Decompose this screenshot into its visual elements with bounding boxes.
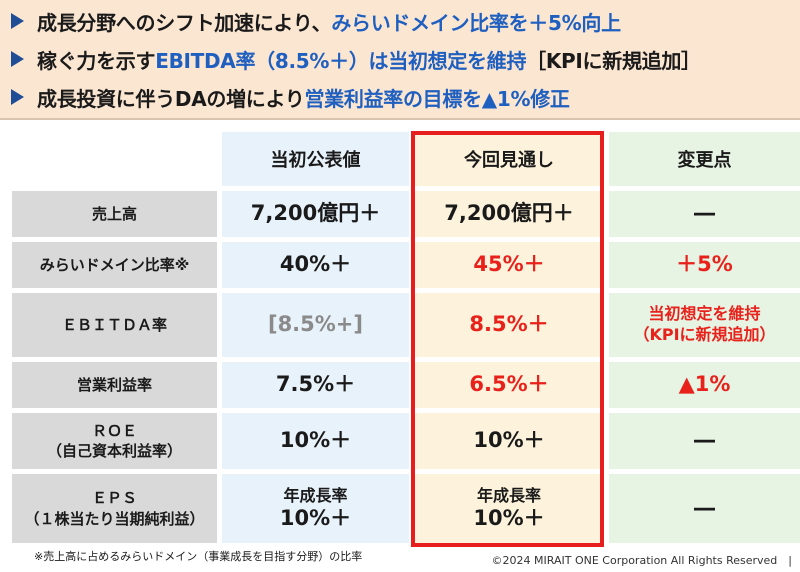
header-initial: 当初公表値 — [222, 132, 409, 186]
cell-change-roe: ― — [609, 413, 800, 469]
footnote: ※売上高に占めるみらいドメイン（事業成長を目指す分野）の比率 — [34, 550, 363, 563]
triangle-bullet-icon — [11, 51, 24, 67]
header-change: 変更点 — [609, 132, 800, 186]
cell-initial-ebitda: [8.5%+] — [222, 293, 409, 357]
triangle-bullet-icon — [11, 13, 24, 29]
cell-forecast-eps: 年成長率 10%＋ — [414, 474, 604, 543]
cell-initial-mirai-domain: 40%＋ — [222, 242, 409, 288]
cell-forecast-roe: 10%＋ — [414, 413, 604, 469]
copyright: ©2024 MIRAIT ONE Corporation All Rights … — [491, 554, 792, 567]
cell-change-ebitda: 当初想定を維持 （KPIに新規追加） — [609, 293, 800, 357]
row-label-roe: ＲＯＥ （自己資本利益率） — [12, 413, 217, 469]
cell-initial-sales: 7,200億円＋ — [222, 191, 409, 237]
row-label-ebitda: ＥＢＩＴＤＡ率 — [12, 293, 217, 357]
cell-change-eps: ― — [609, 474, 800, 543]
row-label-sales: 売上高 — [12, 191, 217, 237]
row-label-eps: ＥＰＳ （１株当たり当期純利益） — [12, 474, 217, 543]
cell-forecast-mirai-domain: 45%＋ — [414, 242, 604, 288]
cell-initial-eps: 年成長率 10%＋ — [222, 474, 409, 543]
cell-change-mirai-domain: ＋5% — [609, 242, 800, 288]
cell-change-operating-margin: ▲1% — [609, 362, 800, 408]
cell-forecast-sales: 7,200億円＋ — [414, 191, 604, 237]
cell-forecast-ebitda: 8.5%＋ — [414, 293, 604, 357]
row-label-operating-margin: 営業利益率 — [12, 362, 217, 408]
cell-change-sales: ― — [609, 191, 800, 237]
row-label-mirai-domain: みらいドメイン比率※ — [12, 242, 217, 288]
bullet-line-2: 稼ぐ力を示す EBITDA率（8.5%＋）は当初想定を維持 ［KPIに新規追加］ — [0, 44, 701, 74]
bullet-line-3: 成長投資に伴うDAの増により 営業利益率の目標を▲1%修正 — [0, 82, 570, 112]
cell-initial-operating-margin: 7.5%＋ — [222, 362, 409, 408]
cell-forecast-operating-margin: 6.5%＋ — [414, 362, 604, 408]
bullet-line-1: 成長分野へのシフト加速により、 みらいドメイン比率を＋5%向上 — [0, 6, 621, 36]
summary-banner: 成長分野へのシフト加速により、 みらいドメイン比率を＋5%向上 稼ぐ力を示す EBI… — [0, 0, 800, 120]
header-forecast: 今回見通し — [414, 132, 604, 186]
cell-initial-roe: 10%＋ — [222, 413, 409, 469]
triangle-bullet-icon — [11, 89, 24, 105]
